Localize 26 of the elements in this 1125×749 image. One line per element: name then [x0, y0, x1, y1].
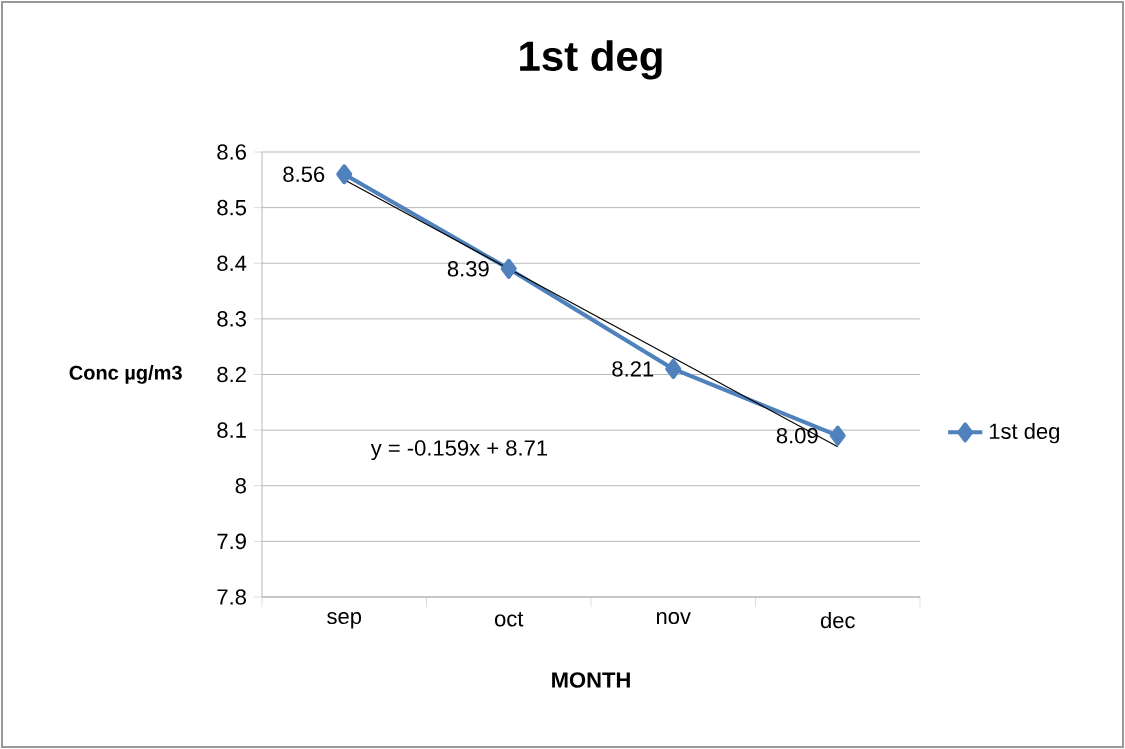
x-tick-label: oct — [494, 612, 524, 627]
annotation: y = -0.159x + 8.71 — [370, 440, 547, 461]
point — [829, 425, 846, 446]
y-tick-label: 7.9 — [217, 533, 246, 550]
x-tick-label: sep — [327, 612, 362, 629]
chart-title: 1st deg — [520, 40, 662, 80]
data-label: 8.39 — [447, 261, 489, 277]
x-tick-label: dec — [820, 612, 855, 629]
y-tick-label: 8 — [235, 477, 246, 494]
y-tick-label: 8.5 — [217, 199, 246, 216]
x-axis-title: MONTH — [552, 672, 630, 688]
point — [500, 258, 517, 279]
y-tick-label: 7.8 — [217, 589, 246, 605]
legend-label: 1st deg — [989, 422, 1060, 444]
y-tick-label: 8.6 — [217, 144, 246, 160]
x-tick-label: nov — [656, 612, 691, 625]
point — [336, 164, 353, 185]
point — [665, 358, 682, 379]
data-label: 8.56 — [283, 166, 325, 183]
y-tick-label: 8.3 — [217, 311, 246, 327]
data-label: 8.09 — [776, 427, 818, 444]
y-tick-label: 8.4 — [217, 255, 247, 272]
y-tick-label: 8.2 — [217, 366, 246, 383]
y-tick-label: 8.1 — [217, 422, 246, 438]
y-axis-title: Conc µg/m3 — [69, 365, 182, 384]
data-label: 8.21 — [612, 361, 654, 377]
